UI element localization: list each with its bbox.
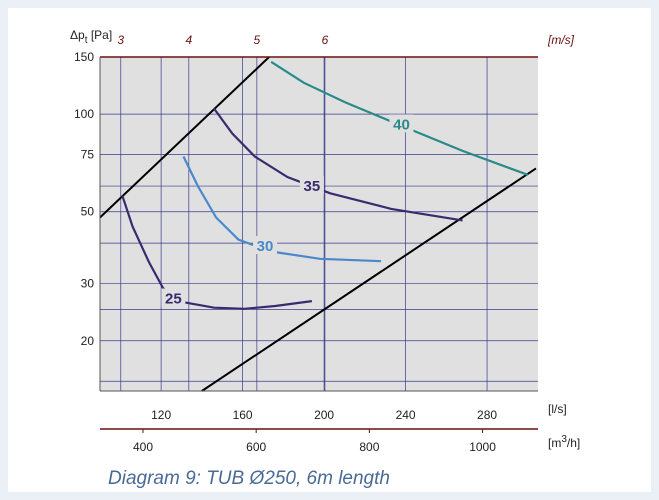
m3h-tick-label: 400 (133, 440, 153, 454)
series-label-25: 25 (165, 291, 182, 308)
plot-background (100, 57, 538, 391)
series-line-30 (182, 156, 382, 263)
m3h-tick-label: 800 (359, 440, 379, 454)
m3h-tick-label: 600 (246, 440, 266, 454)
y-tick-label: 75 (81, 148, 95, 162)
ms-tick-label: 4 (185, 33, 192, 47)
series-label-40: 40 (393, 116, 410, 133)
ms-tick-label: 5 (254, 33, 261, 47)
chart: 25 30 35 40 3 4 5 6 [m/s] 20 30 50 75 100 150 Δpt [Pa] 1… (70, 28, 580, 454)
series-line-35 (213, 107, 463, 222)
ls-tick-label: 120 (151, 408, 171, 422)
m3h-tick-label: 1000 (469, 440, 496, 454)
ms-tick-label: 6 (322, 33, 329, 47)
series-label-bg-35 (299, 176, 324, 195)
ls-axis-label: [l/s] (548, 402, 567, 416)
y-axis-label: Δpt [Pa] (70, 28, 112, 46)
ls-tick-label: 200 (314, 408, 334, 422)
y-tick-label: 20 (81, 334, 95, 348)
ls-tick-label: 280 (477, 408, 497, 422)
series-label-bg-40 (389, 114, 414, 133)
series-label-35: 35 (304, 178, 321, 195)
series-label-30: 30 (257, 238, 274, 255)
series-line-40 (270, 60, 529, 176)
series-label-bg-25 (161, 288, 186, 307)
ls-tick-label: 240 (396, 408, 416, 422)
chart-frame: 25 30 35 40 3 4 5 6 [m/s] 20 30 50 75 100 150 Δpt [Pa] 1… (8, 8, 651, 492)
y-tick-label: 100 (74, 107, 94, 121)
ms-axis-label: [m/s] (547, 33, 575, 47)
ms-tick-label: 3 (117, 33, 124, 47)
y-tick-label: 150 (74, 50, 94, 64)
ls-tick-label: 160 (233, 408, 253, 422)
m3h-axis-label: [m3/h] (548, 434, 580, 450)
chart-caption: Diagram 9: TUB Ø250, 6m length (108, 468, 390, 489)
y-tick-label: 50 (81, 205, 95, 219)
boundary-line-1 (99, 56, 270, 219)
series-label-bg-30 (253, 235, 278, 254)
y-tick-label: 30 (81, 277, 95, 291)
boundary-line-2 (201, 167, 537, 392)
